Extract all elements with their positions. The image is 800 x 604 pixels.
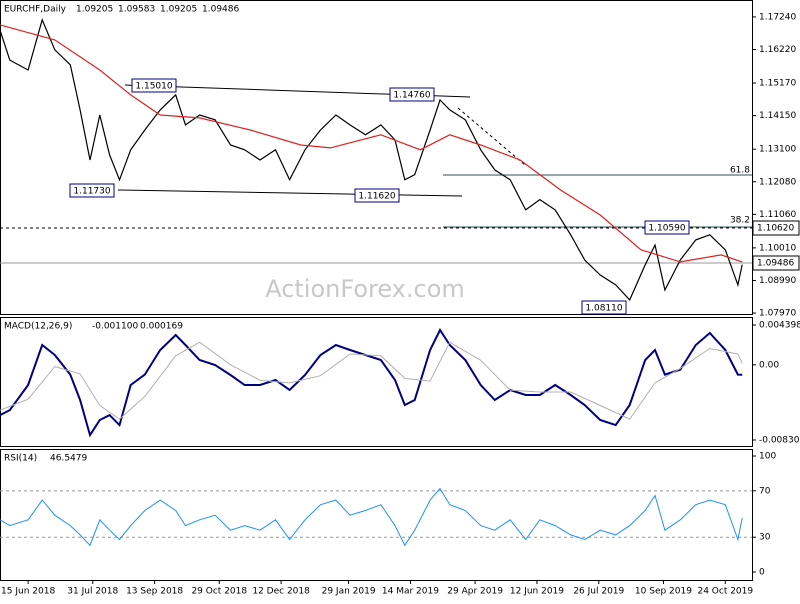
x-tick-label: 12 Dec 2018 — [252, 587, 310, 597]
annotation: 1.10590 — [648, 224, 685, 234]
header-value: 1.09205 — [160, 5, 197, 15]
y-tick-label: 1.14150 — [759, 111, 796, 121]
series-line — [0, 24, 743, 263]
y-tick-label: 1.15170 — [759, 79, 796, 89]
annotation-box — [354, 188, 400, 203]
y-tick-label: 0.00 — [759, 360, 779, 370]
y-tick-label: 30 — [759, 533, 771, 543]
y-tick-label: 1.16220 — [759, 45, 796, 55]
price-marker-box — [752, 220, 800, 236]
header-value: 46.5479 — [50, 454, 87, 464]
lower-trendline — [117, 189, 463, 197]
annotation-box — [131, 78, 177, 93]
annotation: 1.08110 — [585, 304, 622, 314]
series-line — [0, 341, 743, 420]
x-tick-label: 24 Oct 2019 — [697, 587, 753, 597]
series-line — [0, 17, 743, 301]
y-tick-label: 1.11060 — [759, 210, 796, 220]
annotation-box — [581, 300, 627, 315]
series-line — [0, 487, 743, 547]
x-tick-label: 10 Sep 2019 — [635, 587, 692, 597]
y-tick-label: 100 — [759, 452, 776, 462]
price-marker-box — [752, 255, 800, 271]
annotation: 1.11620 — [358, 192, 395, 202]
header-value: 1.09583 — [118, 5, 155, 15]
y-tick-label: 70 — [759, 486, 771, 496]
y-tick-label: 1.08990 — [759, 276, 796, 286]
x-tick-label: 13 Sep 2018 — [126, 587, 183, 597]
header-value: 1.09205 — [76, 5, 113, 15]
header-value: 0.000169 — [140, 322, 183, 332]
x-tick-label: 26 Jul 2019 — [573, 587, 624, 597]
watermark: ActionForex.com — [265, 275, 465, 303]
x-tick-label: 12 Jun 2019 — [510, 587, 564, 597]
y-tick-label: 1.10010 — [759, 243, 796, 253]
panel-title: RSI(14) — [4, 454, 37, 464]
y-tick-label: 1.12080 — [759, 177, 796, 187]
x-tick-label: 31 Jul 2018 — [67, 587, 118, 597]
x-tick-label: 29 Oct 2018 — [191, 587, 247, 597]
series-line — [0, 327, 743, 438]
annotation: 1.11730 — [73, 187, 110, 197]
fib-label: 38.2 — [730, 216, 750, 226]
y-tick-label: 1.13100 — [759, 145, 796, 155]
panel-title: MACD(12,26,9) — [4, 322, 72, 332]
x-tick-label: 14 Mar 2019 — [382, 587, 439, 597]
price-marker: 1.10620 — [757, 224, 794, 234]
macd-panel — [0, 317, 753, 447]
y-tick-label: 0 — [759, 567, 765, 577]
annotation: 1.14760 — [393, 91, 430, 101]
annotation-box — [644, 220, 690, 235]
annotation-box — [389, 87, 435, 102]
header-value: -0.001100 — [92, 322, 138, 332]
y-tick-label: 1.17240 — [759, 12, 796, 22]
annotation: 1.15010 — [135, 82, 172, 92]
x-tick-label: 29 Apr 2019 — [447, 587, 503, 597]
price-panel — [0, 0, 753, 315]
chart-title: EURCHF,Daily — [4, 5, 67, 15]
y-tick-label: 1.07970 — [759, 309, 796, 319]
x-tick-label: 29 Jan 2019 — [322, 587, 376, 597]
fib-label: 61.8 — [730, 166, 750, 176]
rsi-panel — [0, 449, 753, 581]
down-trendline — [457, 107, 526, 166]
y-tick-label: -0.008306 — [759, 435, 800, 445]
header-value: 1.09486 — [202, 5, 239, 15]
x-tick-label: 15 Jun 2018 — [1, 587, 55, 597]
price-marker: 1.09486 — [757, 259, 794, 269]
annotation-box — [69, 183, 115, 198]
y-tick-label: 0.004398 — [759, 321, 800, 331]
